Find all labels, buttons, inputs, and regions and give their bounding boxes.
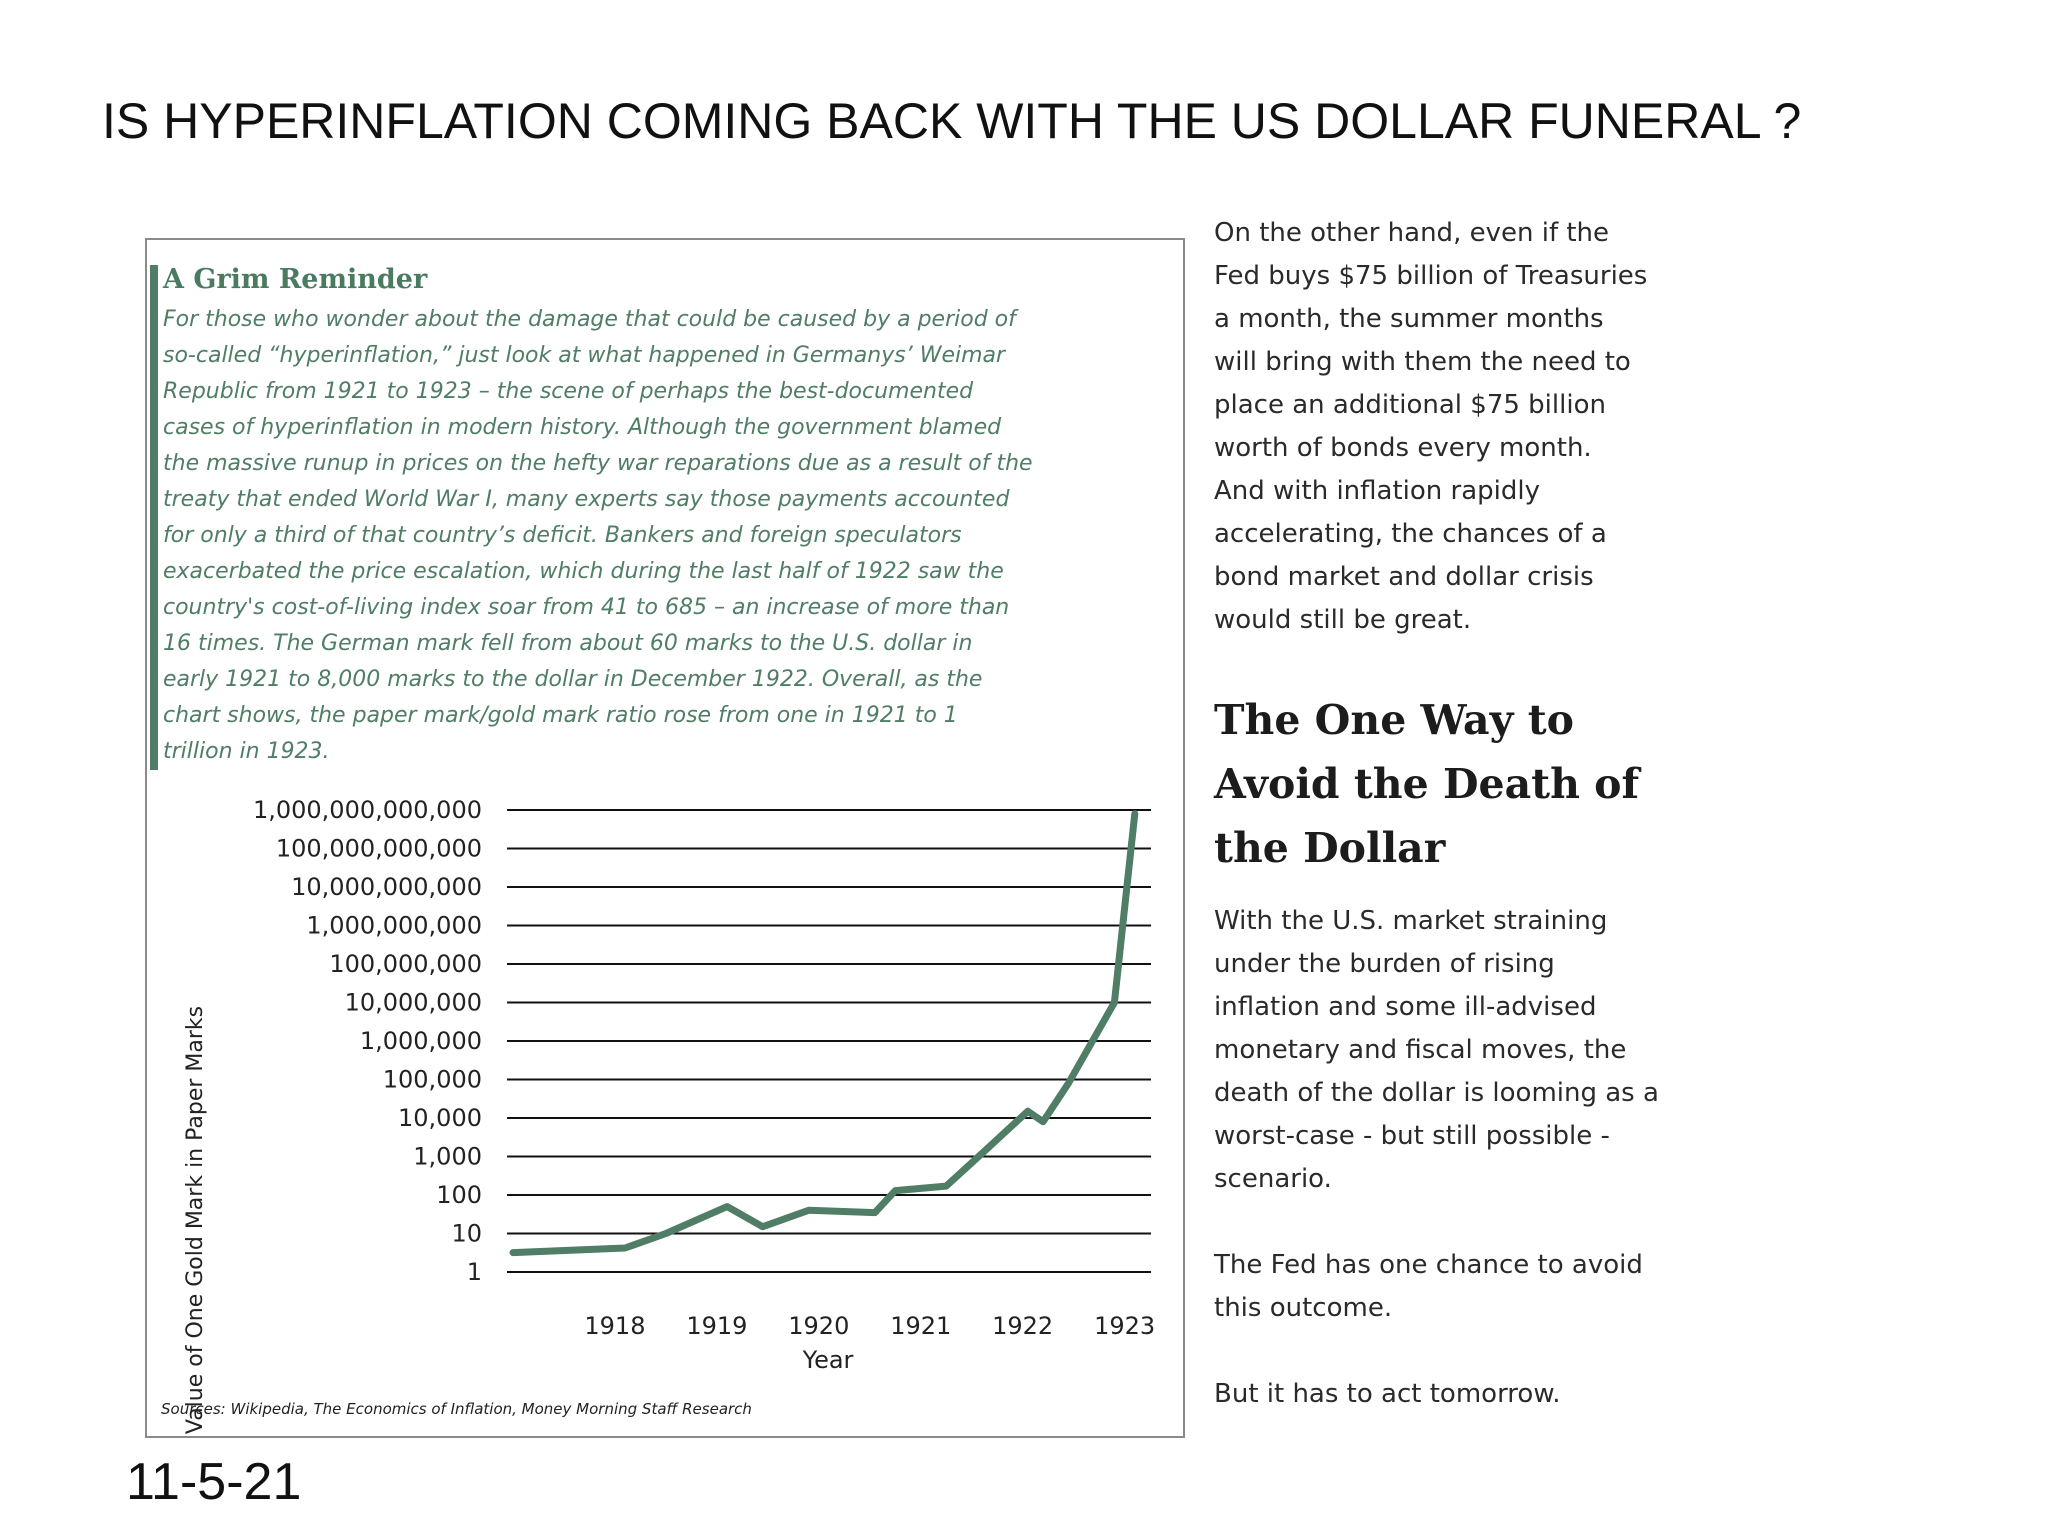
y-tick-label: 10,000 (398, 1104, 482, 1132)
panel-body-text: For those who wonder about the damage th… (163, 307, 1033, 764)
y-tick-label: 100,000 (383, 1066, 482, 1094)
x-tick-label: 1919 (686, 1312, 747, 1340)
y-tick-labels: 1 10 100 1,000 10,000 100,000 1,000,000 10,000,… (253, 796, 482, 1286)
chart-panel: A Grim Reminder For those who wonder abo… (145, 238, 1185, 1438)
slide-title: IS HYPERINFLATION COMING BACK WITH THE U… (102, 93, 1802, 149)
x-axis-label: Year (802, 1346, 854, 1374)
slide-date: 11-5-21 (126, 1453, 302, 1511)
y-tick-label: 10 (451, 1220, 482, 1248)
x-tick-label: 1920 (788, 1312, 849, 1340)
series-line (509, 810, 1139, 1257)
y-tick-label: 100,000,000 (329, 950, 482, 978)
x-tick-label: 1923 (1094, 1312, 1155, 1340)
side-paragraph-3: The Fed has one chance to avoid this out… (1214, 1250, 1643, 1323)
y-tick-label: 100,000,000,000 (276, 835, 482, 863)
side-paragraph-1: On the other hand, even if the Fed buys … (1214, 218, 1648, 635)
side-paragraph-2: With the U.S. market straining under the… (1214, 906, 1659, 1194)
panel-heading: A Grim Reminder (163, 264, 428, 295)
y-axis-label: Value of One Gold Mark in Paper Marks (183, 1006, 208, 1434)
accent-bar (150, 265, 158, 770)
y-tick-label: 1,000 (413, 1143, 482, 1171)
x-tick-labels: 1918 1919 1920 1921 1922 1923 (584, 1312, 1155, 1340)
x-tick-label: 1918 (584, 1312, 645, 1340)
side-heading: The One Way to Avoid the Death of the Do… (1214, 696, 1640, 872)
y-tick-label: 1 (467, 1258, 482, 1286)
y-tick-label: 1,000,000,000,000 (253, 796, 482, 824)
data-series (509, 810, 1139, 1257)
y-tick-label: 10,000,000 (345, 989, 482, 1017)
y-tick-label: 100 (436, 1181, 482, 1209)
source-note: Sources: Wikipedia, The Economics of Inf… (161, 1400, 752, 1418)
y-tick-label: 1,000,000 (360, 1027, 482, 1055)
chart-gridlines (507, 809, 1151, 1273)
y-tick-label: 10,000,000,000 (291, 873, 482, 901)
side-paragraph-4: But it has to act tomorrow. (1214, 1379, 1561, 1409)
x-tick-label: 1922 (992, 1312, 1053, 1340)
x-tick-label: 1921 (890, 1312, 951, 1340)
y-tick-label: 1,000,000,000 (306, 912, 482, 940)
hyperinflation-chart: 1 10 100 1,000 10,000 100,000 1,000,000 10,000,… (183, 796, 1155, 1434)
